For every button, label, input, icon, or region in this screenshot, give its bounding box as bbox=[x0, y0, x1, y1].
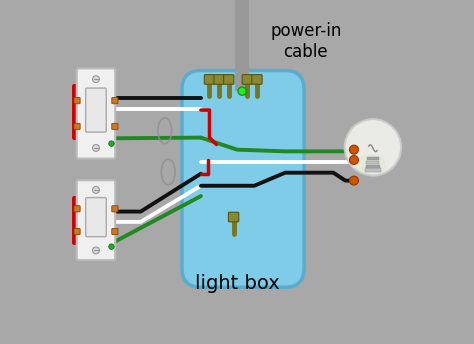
FancyBboxPatch shape bbox=[228, 212, 239, 222]
FancyBboxPatch shape bbox=[367, 157, 379, 160]
Circle shape bbox=[349, 176, 358, 185]
FancyBboxPatch shape bbox=[224, 75, 234, 84]
Ellipse shape bbox=[356, 155, 385, 175]
Text: power-in
cable: power-in cable bbox=[270, 22, 341, 61]
FancyBboxPatch shape bbox=[365, 169, 381, 172]
FancyBboxPatch shape bbox=[182, 71, 304, 287]
FancyBboxPatch shape bbox=[74, 206, 80, 212]
Circle shape bbox=[349, 145, 358, 154]
FancyBboxPatch shape bbox=[366, 164, 380, 168]
FancyBboxPatch shape bbox=[77, 180, 115, 260]
FancyBboxPatch shape bbox=[77, 68, 115, 159]
FancyBboxPatch shape bbox=[112, 123, 118, 129]
Circle shape bbox=[109, 244, 114, 249]
Circle shape bbox=[349, 155, 358, 164]
FancyBboxPatch shape bbox=[242, 75, 253, 84]
Circle shape bbox=[92, 247, 100, 254]
Circle shape bbox=[238, 87, 246, 95]
Circle shape bbox=[92, 144, 100, 151]
FancyBboxPatch shape bbox=[204, 75, 215, 84]
FancyBboxPatch shape bbox=[74, 123, 80, 129]
FancyBboxPatch shape bbox=[112, 206, 118, 212]
FancyBboxPatch shape bbox=[86, 197, 106, 237]
FancyBboxPatch shape bbox=[366, 161, 379, 164]
Circle shape bbox=[345, 119, 401, 175]
Circle shape bbox=[92, 186, 100, 193]
FancyBboxPatch shape bbox=[214, 75, 224, 84]
Circle shape bbox=[109, 141, 114, 147]
Circle shape bbox=[92, 76, 100, 83]
FancyBboxPatch shape bbox=[112, 228, 118, 235]
FancyBboxPatch shape bbox=[86, 88, 106, 132]
FancyBboxPatch shape bbox=[112, 98, 118, 104]
FancyBboxPatch shape bbox=[252, 75, 262, 84]
FancyBboxPatch shape bbox=[74, 228, 80, 235]
FancyBboxPatch shape bbox=[74, 98, 80, 104]
Text: light box: light box bbox=[195, 274, 279, 293]
